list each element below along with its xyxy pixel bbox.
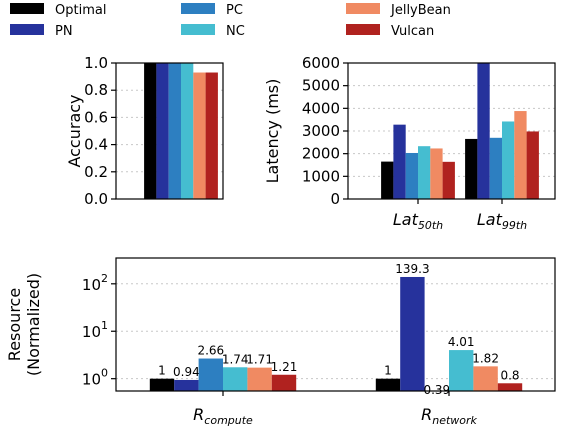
- bar-vulcan-1: [526, 131, 539, 199]
- x-category-main: Lat: [477, 210, 503, 229]
- legend-label-nc: NC: [226, 24, 245, 39]
- data-label: 1: [384, 364, 392, 378]
- legend-swatch-pn: [10, 24, 44, 35]
- bar-nc-1: [449, 350, 474, 391]
- y-tick-label: 1000: [302, 167, 340, 185]
- data-label: 4.01: [448, 335, 475, 349]
- y-axis-title: Latency (ms): [263, 79, 282, 184]
- bar-optimal-1: [375, 378, 401, 391]
- bar-pc-1: [489, 137, 502, 199]
- y-tick-label: 100: [82, 367, 108, 389]
- y-tick-label: 0.4: [84, 136, 108, 154]
- data-label: 139.3: [395, 262, 429, 276]
- data-label: 0.39: [423, 383, 450, 397]
- legend-swatch-optimal: [10, 3, 44, 14]
- bar-vulcan-0: [205, 72, 218, 199]
- data-label: 1.82: [472, 351, 499, 365]
- legend-swatch-jellybean: [346, 3, 380, 14]
- bar-jellybean-1: [473, 366, 498, 391]
- y-tick-label: 0.0: [84, 190, 108, 208]
- bar-nc-1: [502, 121, 515, 199]
- legend-swatch-vulcan: [346, 24, 380, 35]
- y-tick-base: 10: [82, 276, 101, 294]
- legend-label-optimal: Optimal: [55, 3, 106, 18]
- y-axis-title-line: Resource: [5, 288, 24, 361]
- data-label: 1.21: [271, 360, 298, 374]
- bar-pn-0: [174, 379, 199, 391]
- plot-frame: [347, 62, 556, 200]
- legend: Optimal PN PC NC JellyBean Vulcan: [10, 3, 451, 39]
- y-tick-label: 1.0: [84, 54, 108, 72]
- data-label: 1.71: [246, 353, 273, 367]
- y-tick-base: 10: [82, 323, 101, 341]
- bar-optimal-0: [149, 378, 175, 391]
- x-category-sub: network: [432, 414, 477, 427]
- bar-pc-0: [198, 358, 223, 391]
- y-tick-label: 0.2: [84, 163, 108, 181]
- plot-frame: [115, 62, 224, 200]
- bar-optimal-0: [381, 161, 394, 199]
- legend-label-vulcan: Vulcan: [391, 24, 434, 39]
- data-label: 1: [158, 364, 166, 378]
- bar-nc-0: [181, 63, 194, 199]
- data-label: 1.74: [222, 352, 249, 366]
- y-tick-label: 101: [82, 319, 108, 341]
- bar-jellybean-0: [247, 367, 272, 391]
- y-tick-label: 4000: [302, 99, 340, 117]
- bar-pc-0: [168, 63, 181, 199]
- y-tick-label: 5000: [302, 77, 340, 95]
- x-category-label: Rnetwork: [421, 405, 477, 427]
- bar-vulcan-0: [442, 161, 455, 199]
- bar-jellybean-1: [514, 111, 527, 199]
- x-category-label: Lat99th: [477, 210, 527, 232]
- x-category-main: R: [421, 405, 432, 424]
- legend-swatch-pc: [181, 3, 215, 14]
- bar-pn-1: [400, 276, 425, 391]
- bar-pn-1: [477, 62, 490, 200]
- plot-frame: [115, 257, 556, 392]
- x-category-sub: 50th: [418, 219, 443, 232]
- y-tick-exponent: 1: [101, 319, 108, 332]
- legend-swatch-nc: [181, 24, 215, 35]
- x-category-label: Lat50th: [393, 210, 443, 232]
- x-category-main: Lat: [393, 210, 419, 229]
- x-category-label: Rcompute: [193, 405, 253, 427]
- y-tick-label: 102: [82, 272, 108, 294]
- legend-label-pn: PN: [55, 24, 73, 39]
- x-category-sub: compute: [204, 414, 253, 427]
- y-tick-label: 0.8: [84, 81, 108, 99]
- y-axis-title: Accuracy: [65, 94, 84, 167]
- y-tick-label: 0: [330, 190, 340, 208]
- data-label: 0.8: [500, 368, 519, 382]
- y-tick-exponent: 2: [101, 272, 108, 285]
- y-tick-label: 3000: [302, 122, 340, 140]
- bar-nc-0: [223, 367, 248, 391]
- y-tick-label: 6000: [302, 54, 340, 72]
- x-category-sub: 99th: [502, 219, 527, 232]
- y-tick-label: 2000: [302, 145, 340, 163]
- bar-vulcan-1: [497, 383, 523, 391]
- y-tick-exponent: 0: [101, 367, 108, 380]
- legend-label-jellybean: JellyBean: [390, 3, 451, 18]
- bar-optimal-0: [144, 63, 157, 199]
- bar-jellybean-0: [430, 148, 443, 199]
- bar-pn-0: [393, 124, 406, 199]
- bar-optimal-1: [465, 138, 478, 199]
- accuracy-chart: 0.0 0.2 0.4 0.6 0.8 1.0 Accuracy: [65, 54, 224, 208]
- bar-vulcan-0: [271, 374, 297, 391]
- bar-jellybean-0: [193, 72, 206, 199]
- bar-pc-0: [405, 152, 418, 199]
- y-tick-base: 10: [82, 371, 101, 389]
- data-label: 2.66: [197, 344, 224, 358]
- bar-nc-0: [418, 146, 431, 199]
- legend-label-pc: PC: [226, 3, 243, 18]
- data-label: 0.94: [173, 365, 200, 379]
- x-category-main: R: [193, 405, 204, 424]
- y-tick-label: 0.6: [84, 108, 108, 126]
- y-axis-title-line: (Normalized): [24, 273, 43, 376]
- bar-pn-0: [156, 63, 169, 199]
